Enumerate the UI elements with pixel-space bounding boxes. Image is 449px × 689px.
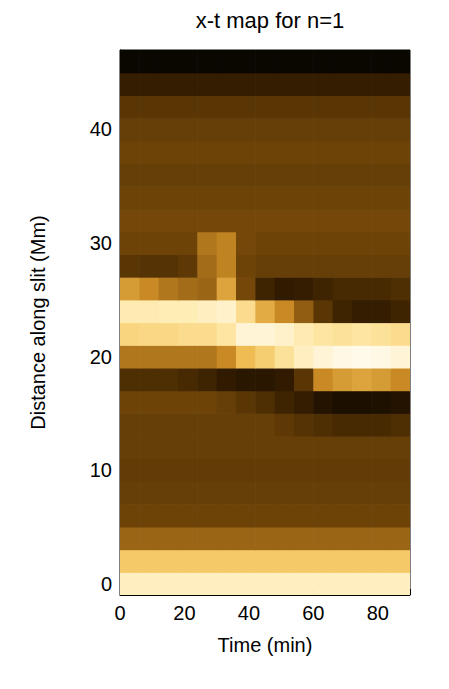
svg-text:x-t map for n=1: x-t map for n=1 bbox=[196, 8, 345, 33]
svg-text:Time (min): Time (min) bbox=[218, 634, 313, 656]
svg-text:20: 20 bbox=[173, 602, 195, 624]
svg-text:0: 0 bbox=[101, 573, 112, 595]
svg-text:10: 10 bbox=[90, 459, 112, 481]
svg-text:40: 40 bbox=[238, 602, 260, 624]
svg-text:20: 20 bbox=[90, 346, 112, 368]
svg-text:0: 0 bbox=[114, 602, 125, 624]
svg-text:80: 80 bbox=[367, 602, 389, 624]
svg-text:40: 40 bbox=[90, 118, 112, 140]
svg-text:30: 30 bbox=[90, 232, 112, 254]
svg-text:60: 60 bbox=[302, 602, 324, 624]
svg-text:Distance along slit (Mm): Distance along slit (Mm) bbox=[27, 215, 49, 430]
